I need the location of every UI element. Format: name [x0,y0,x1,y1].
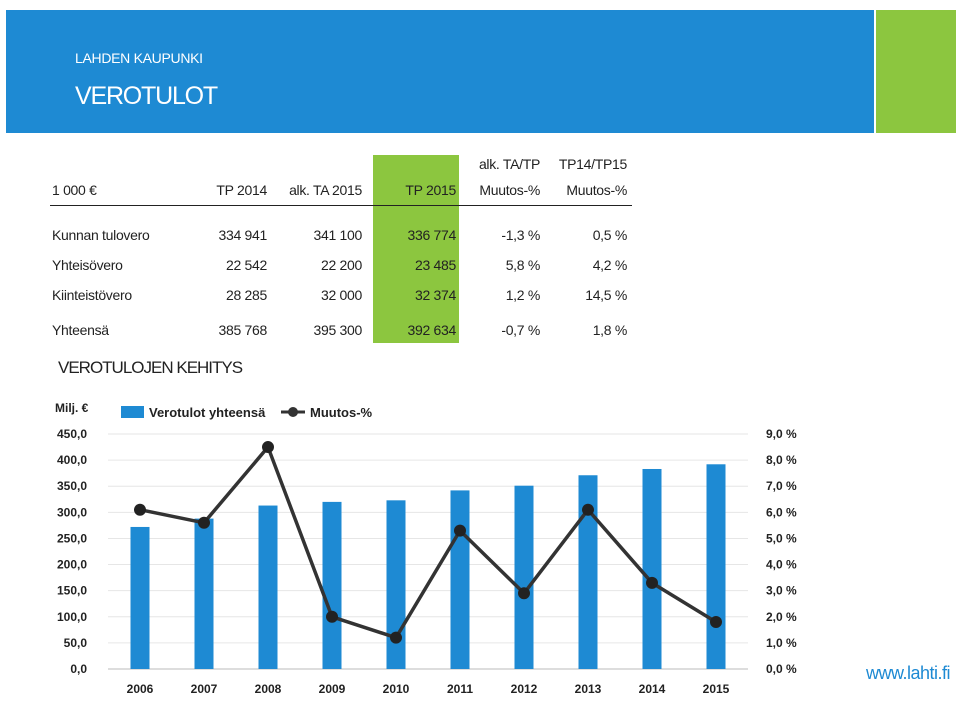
x-tick-label: 2014 [639,682,666,696]
bar [706,464,726,669]
y-tick-label: 250,0 [57,531,87,545]
column-header-tp2015: TP 2015 [405,182,456,198]
table-cell: 341 100 [313,227,362,243]
header-divider [50,205,632,206]
x-tick-label: 2015 [703,682,730,696]
bar [514,485,534,669]
line-point [454,524,466,537]
unit-label: 1 000 € [52,182,97,198]
line-point [646,576,658,589]
line-point [198,516,210,529]
y2-tick-label: 8,0 % [766,453,797,467]
row-label-yhteensa: Yhteensä [52,322,109,338]
y2-tick-label: 2,0 % [766,610,797,624]
y-tick-label: 150,0 [57,584,87,598]
y2-tick-label: 1,0 % [766,636,797,650]
column-header-alkta-tp-line1: alk. TA/TP [478,156,540,172]
column-header-tp14-tp15-line2: Muutos-% [566,182,627,198]
line-point [262,441,274,454]
x-tick-label: 2008 [255,682,282,696]
table-cell: 22 200 [320,257,362,273]
table-cell: 385 768 [218,322,267,338]
bar [450,490,470,669]
column-header-alkta2015: alk. TA 2015 [289,182,362,198]
tax-revenue-chart: 0,0 50,0 100,0 150,0 200,0 250,0 300,0 350,0 400… [55,401,797,696]
line-point [710,616,722,628]
highlighted-column-tp2015 [373,155,459,343]
y2-tick-label: 7,0 % [766,479,797,493]
organization-name: LAHDEN KAUPUNKI [75,50,203,66]
y-tick-label: 50,0 [64,636,88,650]
line-point [134,503,146,516]
y-tick-label: 400,0 [57,453,87,467]
table-cell: 1,2 % [505,287,541,303]
table-cell: 336 774 [407,227,456,243]
y-tick-label: 300,0 [57,505,87,519]
series-line-muutos [139,445,717,640]
footer-url[interactable]: www.lahti.fi [866,663,951,683]
table-cell: 32 374 [414,287,456,303]
y-tick-label: 450,0 [57,427,87,441]
line-point [582,503,594,516]
table-cell: -1,3 % [501,227,540,243]
row-label-yhteisovero: Yhteisövero [52,257,123,273]
column-header-tp14-tp15-line1: TP14/TP15 [558,156,627,172]
bar [258,505,278,669]
table-cell: 28 285 [225,287,267,303]
y2-tick-label: 0,0 % [766,662,797,676]
line-point [390,631,402,644]
y2-tick-label: 5,0 % [766,531,797,545]
y-axis-label: Milj. € [55,401,89,415]
y2-tick-label: 3,0 % [766,584,797,598]
x-tick-label: 2011 [447,682,473,696]
table-cell: 392 634 [407,322,456,338]
table-cell: 23 485 [414,257,456,273]
legend-marker [288,407,298,417]
legend-label-line: Muutos-% [310,405,373,420]
table-cell: 4,2 % [592,257,628,273]
bar [386,500,406,669]
x-tick-label: 2009 [319,682,346,696]
page-title: VEROTULOT [75,82,218,110]
legend-swatch-bars [121,406,144,418]
table-cell: 395 300 [313,322,362,338]
x-tick-label: 2007 [191,682,218,696]
y2-tick-label: 9,0 % [766,427,797,441]
bar [642,468,662,669]
y2-tick-label: 4,0 % [766,558,797,572]
table-cell: 334 941 [218,227,267,243]
table-cell: 0,5 % [592,227,628,243]
column-header-tp2014: TP 2014 [216,182,267,198]
table-cell: 1,8 % [592,322,628,338]
x-tick-label: 2013 [575,682,602,696]
y-tick-label: 200,0 [57,558,87,572]
y-tick-label: 350,0 [57,479,87,493]
x-tick-label: 2006 [127,682,154,696]
column-header-alkta-tp-line2: Muutos-% [479,182,540,198]
x-tick-label: 2010 [383,682,410,696]
table-cell: -0,7 % [501,322,540,338]
line-point [326,610,338,623]
line-point [518,587,530,600]
table-cell: 22 542 [225,257,267,273]
header-banner [6,10,874,133]
bar [322,501,342,669]
y-tick-label: 100,0 [57,610,87,624]
y2-tick-label: 6,0 % [766,505,797,519]
row-label-kunnan-tulovero: Kunnan tulovero [52,227,150,243]
bar [578,475,598,669]
section-title: VEROTULOJEN KEHITYS [58,358,243,377]
y-tick-label: 0,0 [70,662,87,676]
header-accent-block [876,10,956,133]
row-label-kiinteistovero: Kiinteistövero [52,287,132,303]
table-cell: 5,8 % [505,257,541,273]
bar [194,518,214,669]
table-cell: 14,5 % [585,287,627,303]
legend-label-bars: Verotulot yhteensä [149,405,266,420]
table-cell: 32 000 [320,287,362,303]
x-tick-label: 2012 [511,682,538,696]
bar [130,526,150,669]
